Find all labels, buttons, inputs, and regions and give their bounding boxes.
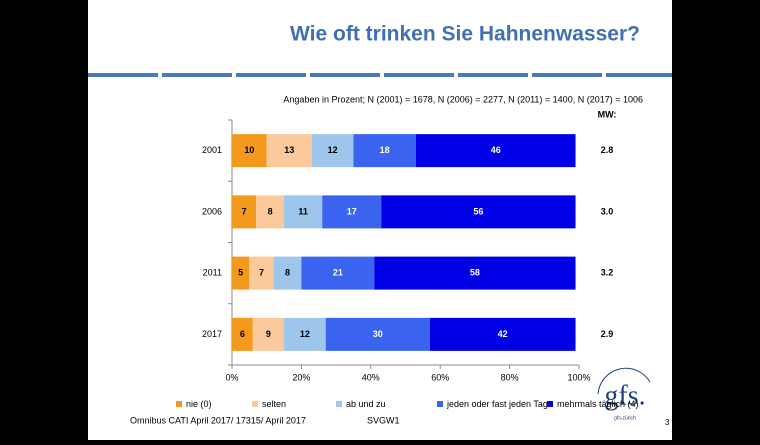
legend-label: nie (0) [186, 399, 212, 409]
bar-segment [381, 195, 576, 229]
data-label: 7 [259, 268, 264, 278]
legend-swatch [437, 401, 443, 407]
logo-mark: gfs. [604, 380, 645, 411]
data-label: 7 [242, 206, 247, 216]
data-label: 58 [470, 268, 480, 278]
bar-segment [249, 256, 274, 290]
data-label: 46 [491, 145, 501, 155]
x-tick-label: 100% [567, 372, 590, 382]
bar-segment [273, 256, 302, 290]
logo-arc [597, 367, 651, 395]
bar-segment [256, 195, 285, 229]
data-label: 18 [380, 145, 390, 155]
y-tick-label: 2001 [202, 145, 222, 155]
logo-sub: gfs-zürich [614, 415, 636, 421]
bar-segment [266, 134, 312, 168]
data-label: 9 [266, 329, 271, 339]
mw-value: 3.0 [601, 206, 614, 216]
bar-segment [429, 317, 576, 351]
x-tick-label: 60% [431, 372, 449, 382]
mw-value: 3.2 [601, 268, 614, 278]
legend-label: jeden oder fast jeden Tag [446, 399, 548, 409]
data-label: 12 [328, 145, 338, 155]
subtitle: Angaben in Prozent; N (2001) = 1678, N (… [283, 94, 643, 104]
mw-value: 2.8 [601, 145, 614, 155]
mw-title: MW: [598, 109, 617, 119]
legend-swatch [252, 401, 258, 407]
bar-segment [415, 134, 576, 168]
bar-segment [311, 134, 354, 168]
legend-label: selten [262, 399, 286, 409]
data-label: 30 [373, 329, 383, 339]
bar-segment [232, 256, 250, 290]
footer-code: SVGW1 [367, 415, 400, 425]
x-tick-label: 0% [225, 372, 238, 382]
y-tick-label: 2017 [202, 329, 222, 339]
bar-segment [232, 195, 257, 229]
y-tick-label: 2006 [202, 206, 222, 216]
x-tick-label: 20% [292, 372, 310, 382]
bar-segment [322, 195, 382, 229]
data-label: 8 [285, 268, 290, 278]
mw-value: 2.9 [601, 329, 614, 339]
bar-segment [232, 134, 267, 168]
data-label: 11 [298, 206, 308, 216]
data-label: 13 [284, 145, 294, 155]
data-label: 6 [240, 329, 245, 339]
data-label: 21 [333, 268, 343, 278]
data-label: 17 [347, 206, 357, 216]
footer-source: Omnibus CATI April 2017/ 17315/ April 20… [130, 415, 306, 425]
data-label: 10 [244, 145, 254, 155]
bar-segment [252, 317, 285, 351]
data-label: 8 [268, 206, 273, 216]
bar-segment [325, 317, 430, 351]
chart-title: Wie oft trinken Sie Hahnenwasser? [290, 23, 640, 46]
bar-segment [284, 317, 326, 351]
bar-segment [301, 256, 375, 290]
legend-swatch [547, 401, 553, 407]
page-number: 3 [665, 418, 670, 427]
data-label: 12 [300, 329, 310, 339]
bar-segment [232, 317, 253, 351]
y-tick-label: 2011 [203, 268, 222, 278]
bar-segment [284, 195, 323, 229]
bar-segment [353, 134, 416, 168]
data-label: 5 [238, 268, 243, 278]
legend-label: ab und zu [346, 399, 386, 409]
legend-label: mehrmals täglich (4) [557, 399, 639, 409]
x-tick-label: 40% [362, 372, 380, 382]
x-tick-label: 80% [501, 372, 519, 382]
bar-segment [374, 256, 576, 290]
legend-swatch [176, 401, 182, 407]
legend-swatch [336, 401, 342, 407]
data-label: 56 [473, 206, 483, 216]
data-label: 42 [498, 329, 508, 339]
